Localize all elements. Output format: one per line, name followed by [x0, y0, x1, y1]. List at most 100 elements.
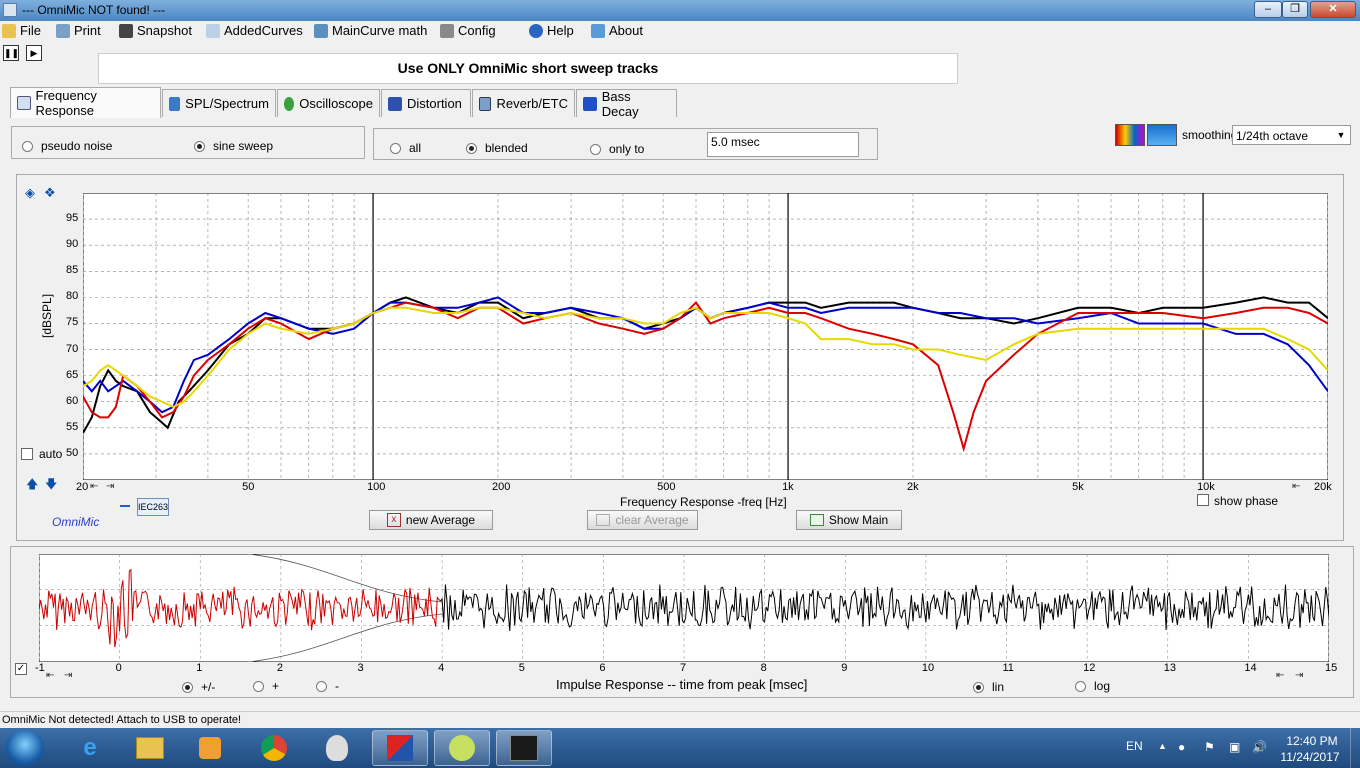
log-radio[interactable]: log [1075, 679, 1110, 693]
media-player-icon[interactable] [182, 730, 238, 766]
show-desktop-button[interactable] [1350, 728, 1360, 768]
impulse-x-tick-label: 9 [841, 662, 848, 674]
minimize-button[interactable]: – [1254, 1, 1282, 18]
impulse-x-tick-label: 4 [438, 662, 445, 674]
radio-circle [182, 681, 193, 693]
show-phase-checkbox[interactable] [1197, 494, 1209, 506]
zoom-out-icon[interactable]: ❖ [44, 185, 56, 200]
network-icon[interactable]: ▣ [1229, 740, 1241, 754]
impulse-x-tick-label: 11 [1002, 662, 1014, 674]
y-tick-label: 65 [66, 368, 79, 381]
menu-help[interactable]: Help [529, 23, 574, 38]
y-tick-label: 85 [66, 264, 79, 277]
auto-checkbox[interactable] [21, 448, 33, 460]
x-tick-label: 200 [492, 481, 511, 493]
window-all-radio[interactable]: all [390, 141, 421, 155]
menu-print[interactable]: Print [56, 23, 101, 38]
impulse-pan-right-end-icon[interactable]: ⇥ [1295, 670, 1304, 681]
volume-icon[interactable]: 🔊 [1252, 740, 1267, 754]
pseudo-noise-radio[interactable]: pseudo noise [22, 139, 112, 153]
pan-right-icon[interactable]: ⇥ [106, 481, 115, 492]
antivirus-icon[interactable]: ● [1178, 740, 1186, 754]
omnimic-taskbar-icon[interactable] [496, 730, 552, 766]
show-hidden-icons-icon[interactable]: ▲ [1158, 741, 1167, 751]
signal-type-group: pseudo noise sine sweep [11, 126, 365, 159]
zoom-in-icon[interactable]: ◈ [25, 185, 35, 200]
impulse-trace-line [440, 584, 1329, 632]
chevron-down-icon: ▼ [1336, 130, 1346, 140]
y-tick-label: 95 [66, 212, 79, 225]
maximize-button[interactable]: ❐ [1282, 1, 1308, 18]
sine-sweep-radio[interactable]: sine sweep [194, 139, 273, 153]
radio-circle [1075, 680, 1086, 692]
start-button[interactable] [6, 730, 44, 766]
close-button[interactable]: ✕ [1310, 1, 1356, 18]
impulse-x-tick-label: 3 [357, 662, 364, 674]
plus-minus-radio[interactable]: +/- [182, 680, 215, 694]
pan-left-end-icon[interactable]: ⇤ [1292, 481, 1301, 492]
lin-radio[interactable]: lin [973, 680, 1004, 694]
chrome-icon[interactable] [246, 730, 302, 766]
camera-icon [119, 23, 133, 38]
menu-file[interactable]: File [2, 23, 41, 38]
clock-date[interactable]: 11/24/2017 [1280, 750, 1340, 764]
menu-snapshot[interactable]: Snapshot [119, 23, 192, 38]
action-center-flag-icon[interactable]: ⚑ [1204, 740, 1215, 754]
color-scheme-button[interactable] [1115, 124, 1145, 146]
new-average-button[interactable]: x new Average [369, 510, 493, 530]
impulse-pan-left-icon[interactable]: ⇤ [46, 670, 55, 681]
impulse-x-tick-label: 13 [1163, 662, 1176, 674]
tab-oscilloscope[interactable]: Oscilloscope [277, 89, 380, 117]
frequency-icon [17, 96, 31, 110]
window-blended-radio[interactable]: blended [466, 141, 528, 155]
taskbar: e EN ▲ ● ⚑ ▣ 🔊 12:40 PM 11/24/2017 [0, 728, 1360, 768]
tab-bass-decay[interactable]: Bass Decay [576, 89, 677, 119]
spectrum-icon [169, 96, 181, 111]
average-icon: x [386, 513, 401, 527]
impulse-trace [39, 568, 1329, 648]
smoothing-select[interactable]: 1/24th octave ▼ [1232, 125, 1351, 145]
file-explorer-icon[interactable] [122, 730, 178, 766]
legend-tag[interactable]: IEC263 [137, 498, 169, 516]
impulse-checkbox[interactable]: ✓ [15, 663, 27, 675]
waterfall-button[interactable] [1147, 124, 1177, 146]
menu-added-curves[interactable]: AddedCurves [206, 23, 303, 38]
plus-radio[interactable]: + [253, 679, 279, 693]
smoothing-label: smoothing [1182, 128, 1238, 142]
alien-app-icon[interactable] [309, 730, 365, 766]
y-tick-label: 70 [66, 342, 79, 355]
tab-reverb-etc[interactable]: Reverb/ETC [472, 89, 575, 117]
menu-about[interactable]: About [591, 23, 643, 38]
series-lines [83, 296, 1328, 453]
tab-spl-spectrum[interactable]: SPL/Spectrum [162, 89, 276, 117]
y-tick-label: 80 [66, 290, 79, 303]
menu-config[interactable]: Config [440, 23, 496, 38]
impulse-pan-left-end-icon[interactable]: ⇤ [1276, 670, 1285, 681]
menu-maincurve-math[interactable]: MainCurve math [314, 23, 427, 38]
show-main-button[interactable]: Show Main [796, 510, 902, 530]
status-bar: OmniMic Not detected! Attach to USB to o… [0, 711, 1360, 728]
scroll-down-icon[interactable]: 🡇 [45, 477, 58, 491]
pan-left-icon[interactable]: ⇤ [90, 481, 99, 492]
scroll-up-icon[interactable]: 🡅 [26, 477, 39, 491]
window-only-to-radio[interactable]: only to [590, 142, 644, 156]
clock-time[interactable]: 12:40 PM [1286, 734, 1338, 748]
tab-distortion[interactable]: Distortion [381, 89, 471, 117]
play-button[interactable]: ▶ [26, 45, 42, 61]
speaker-app-icon[interactable] [372, 730, 428, 766]
impulse-pan-right-icon[interactable]: ⇥ [64, 670, 73, 681]
x-tick-label: 5k [1072, 481, 1084, 493]
curves-icon [206, 23, 220, 38]
impulse-x-tick-label: 10 [921, 662, 935, 674]
window-time-input[interactable]: 5.0 msec [707, 132, 859, 157]
clear-average-button[interactable]: clear Average [587, 510, 698, 530]
language-indicator[interactable]: EN [1126, 739, 1143, 753]
x-tick-label: 2k [907, 481, 919, 493]
minus-radio[interactable]: - [316, 679, 339, 693]
y-axis-label: [dBSPL] [40, 293, 54, 338]
internet-explorer-icon[interactable]: e [83, 734, 97, 761]
pause-button[interactable]: ❚❚ [3, 45, 19, 61]
usb-app-icon[interactable] [434, 730, 490, 766]
tab-frequency-response[interactable]: Frequency Response [10, 87, 161, 118]
x-axis-label: Frequency Response -freq [Hz] [620, 495, 787, 509]
